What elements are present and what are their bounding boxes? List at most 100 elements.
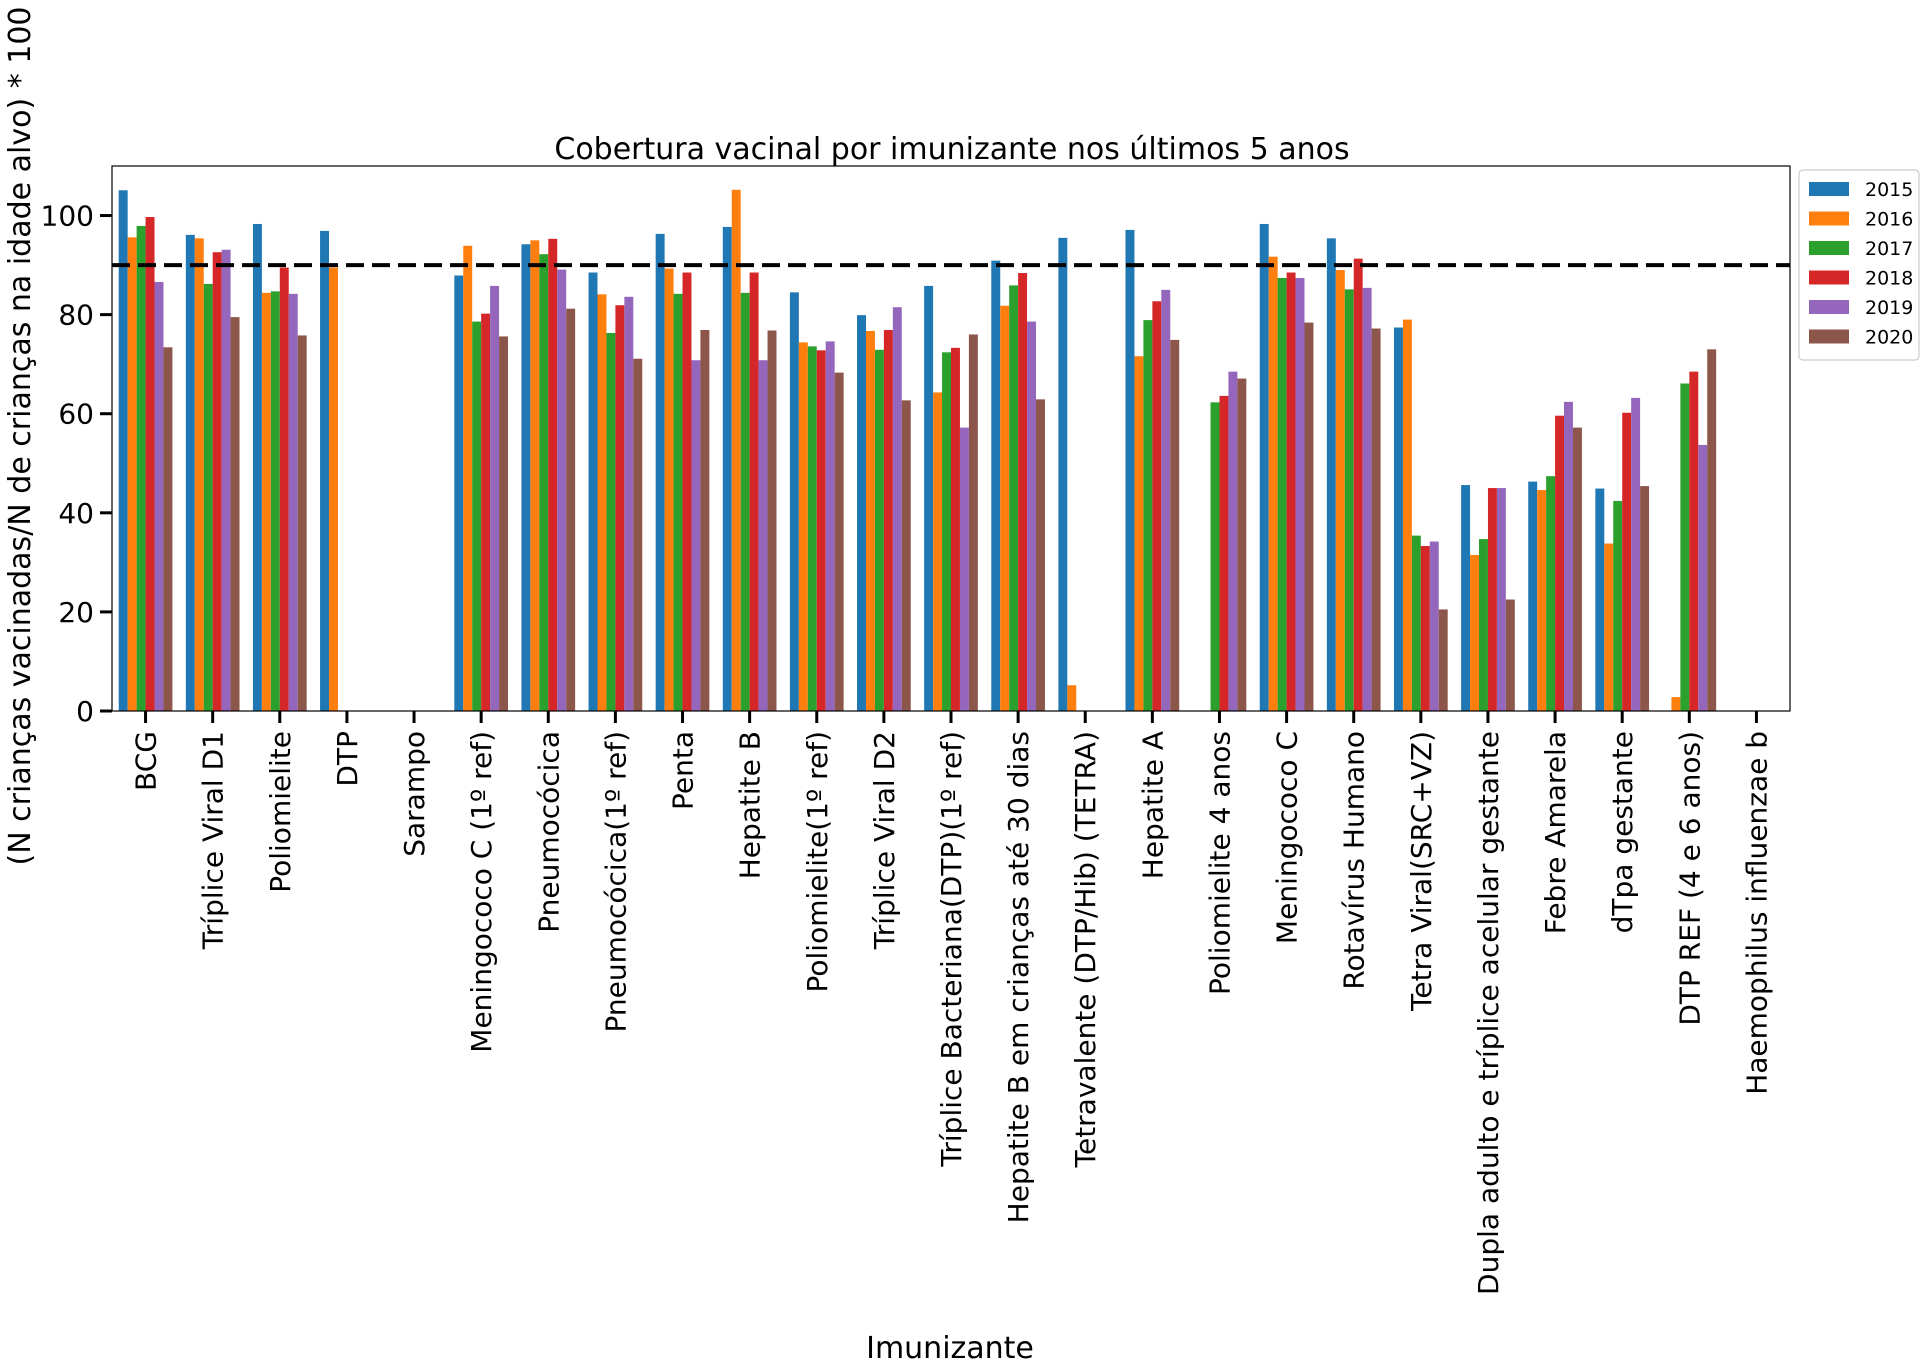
bar-2017-5 — [472, 321, 482, 711]
bar-2019-8 — [691, 360, 701, 711]
bar-2020-22 — [1640, 486, 1650, 711]
x-tick-label: Meningococo C — [1271, 731, 1304, 944]
bar-2017-12 — [942, 352, 951, 711]
bar-2015-20 — [1461, 485, 1471, 711]
bar-2019-20 — [1496, 488, 1506, 711]
bar-2016-3 — [329, 267, 338, 711]
bar-2019-17 — [1295, 277, 1305, 711]
bar-2016-2 — [261, 292, 271, 711]
x-tick-label: Meningococo C (1º ref) — [465, 731, 498, 1053]
bar-2015-12 — [924, 285, 934, 711]
x-tick-label: Hepatite B — [734, 731, 767, 879]
bar-2018-5 — [481, 313, 491, 711]
bar-2017-20 — [1479, 539, 1488, 711]
bar-2019-12 — [959, 427, 969, 711]
bar-2015-3 — [320, 230, 330, 711]
bar-2016-10 — [798, 342, 808, 711]
x-tick-label: Haemophilus influenzae b — [1740, 731, 1773, 1095]
bar-2019-15 — [1161, 289, 1171, 711]
bar-2015-1 — [185, 234, 195, 711]
x-tick-label: Hepatite A — [1136, 731, 1169, 879]
bar-2015-19 — [1393, 327, 1403, 711]
legend-label-2019: 2019 — [1865, 297, 1913, 319]
bar-2017-17 — [1277, 277, 1287, 711]
bar-2018-0 — [145, 217, 155, 711]
bar-2018-17 — [1286, 272, 1296, 711]
bar-2020-15 — [1170, 339, 1180, 711]
bar-2016-1 — [194, 238, 204, 711]
legend-swatch-2015 — [1809, 182, 1849, 196]
x-tick-label: DTP — [331, 731, 364, 787]
bar-2018-12 — [951, 347, 960, 711]
bar-2018-8 — [682, 272, 692, 711]
bar-2016-0 — [127, 237, 137, 711]
bar-2020-12 — [968, 334, 978, 711]
bar-2016-6 — [530, 240, 540, 711]
bar-2016-9 — [731, 189, 741, 711]
bar-2017-16 — [1210, 402, 1220, 711]
bar-2016-13 — [1000, 305, 1010, 711]
bar-2015-18 — [1326, 238, 1336, 711]
x-tick-label: Tríplice Viral D1 — [197, 731, 230, 950]
bars-group — [118, 189, 1717, 712]
chart-title: Cobertura vacinal por imunizante nos últ… — [554, 132, 1349, 167]
bar-2017-15 — [1143, 320, 1153, 711]
bar-2020-11 — [901, 400, 911, 711]
x-tick-label: DTP REF (4 e 6 anos) — [1673, 731, 1706, 1026]
bar-2018-23 — [1689, 371, 1699, 711]
bar-2017-23 — [1680, 383, 1690, 711]
legend-swatch-2016 — [1809, 211, 1849, 226]
y-tick-label: 60 — [58, 398, 94, 431]
bar-2019-2 — [288, 293, 298, 711]
legend-swatch-2020 — [1809, 329, 1849, 344]
bar-2016-15 — [1134, 356, 1144, 711]
x-tick-label: Poliomielite 4 anos — [1204, 731, 1237, 995]
bar-2017-21 — [1546, 476, 1556, 711]
bar-2020-1 — [230, 317, 240, 711]
bar-2017-8 — [673, 293, 683, 711]
bar-2018-10 — [816, 350, 826, 711]
bar-2020-18 — [1371, 328, 1381, 711]
bar-2015-9 — [722, 226, 732, 711]
legend-swatch-2019 — [1809, 300, 1849, 314]
bar-2019-13 — [1027, 321, 1037, 711]
y-tick-label: 100 — [41, 200, 94, 233]
x-tick-label: Tetra Viral(SRC+VZ) — [1405, 731, 1438, 1012]
bar-2018-18 — [1353, 258, 1363, 711]
bar-2018-20 — [1487, 488, 1497, 711]
bar-2015-5 — [454, 275, 464, 711]
x-tick-label: Tríplice Bacteriana(DTP)(1º ref) — [935, 731, 968, 1168]
bar-2020-21 — [1572, 427, 1582, 711]
bar-2019-16 — [1228, 371, 1238, 711]
bar-2016-14 — [1067, 685, 1077, 711]
bar-2017-9 — [740, 292, 750, 711]
x-tick-label: Hepatite B em crianças até 30 dias — [1002, 731, 1035, 1223]
bar-2015-10 — [789, 292, 799, 711]
bar-2015-17 — [1259, 223, 1269, 711]
x-tick-label: Pneumocócica(1º ref) — [599, 731, 632, 1033]
bar-2018-15 — [1152, 301, 1162, 711]
bar-2017-19 — [1411, 535, 1421, 711]
bar-2019-5 — [490, 285, 500, 711]
legend-label-2015: 2015 — [1865, 179, 1913, 201]
bar-2016-17 — [1268, 256, 1278, 711]
x-tick-label: Pneumocócica — [532, 731, 565, 933]
x-tick-label: dTpa gestante — [1606, 731, 1639, 933]
bar-2018-13 — [1018, 273, 1028, 711]
bar-2016-11 — [865, 330, 875, 711]
legend-label-2020: 2020 — [1865, 327, 1913, 349]
bar-2017-18 — [1344, 289, 1354, 711]
bar-2018-16 — [1219, 395, 1229, 711]
bar-2020-16 — [1237, 378, 1247, 711]
bar-2020-9 — [767, 330, 777, 711]
y-tick-label: 80 — [58, 299, 94, 332]
bar-2015-11 — [857, 315, 866, 711]
bar-2019-22 — [1631, 397, 1641, 711]
x-tick-label: Sarampo — [398, 731, 431, 857]
bar-2020-8 — [700, 330, 710, 711]
bar-2015-21 — [1528, 481, 1538, 711]
y-tick-label: 0 — [76, 695, 94, 728]
legend: 2015 2016 2017 2018 2019 2020 — [1798, 169, 1920, 361]
bar-2019-21 — [1564, 401, 1573, 711]
bar-2019-18 — [1362, 287, 1372, 711]
